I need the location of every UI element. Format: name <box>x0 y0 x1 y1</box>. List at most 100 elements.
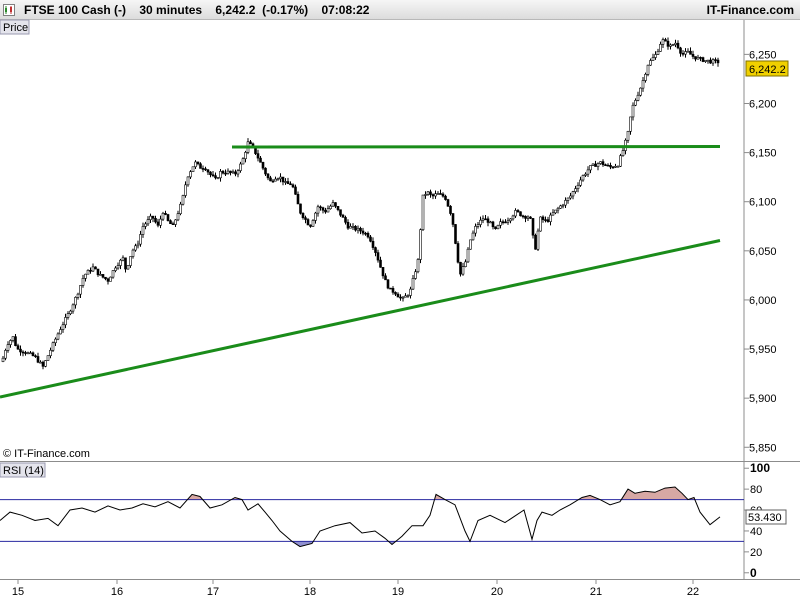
instrument-info: FTSE 100 Cash (-) 30 minutes 6,242.2 (-0… <box>24 3 370 17</box>
candle <box>346 219 350 230</box>
price-tick-label: 5,850 <box>749 442 777 454</box>
candle <box>36 352 40 364</box>
candle <box>74 296 77 309</box>
candle <box>651 53 655 61</box>
candle <box>694 56 697 62</box>
candle <box>199 162 202 169</box>
candle <box>124 257 127 273</box>
candle <box>501 219 505 225</box>
candle <box>454 224 457 245</box>
candle <box>174 219 177 228</box>
candle <box>134 243 137 252</box>
candle <box>506 217 510 225</box>
candle <box>269 175 272 182</box>
candle <box>434 190 437 199</box>
candle <box>584 172 587 178</box>
candle <box>426 191 430 196</box>
candle <box>704 60 707 63</box>
candle <box>314 211 317 224</box>
chart-header: FTSE 100 Cash (-) 30 minutes 6,242.2 (-0… <box>0 0 800 20</box>
candle <box>79 285 82 299</box>
candle <box>524 215 527 223</box>
price-tick-label: 5,950 <box>749 344 777 356</box>
resistance-trendline <box>231 145 721 149</box>
candle <box>154 215 157 224</box>
candle <box>364 231 367 236</box>
candle <box>439 189 442 195</box>
candle <box>66 311 70 320</box>
candle <box>371 237 375 251</box>
candle <box>324 207 327 214</box>
candle <box>619 153 622 167</box>
candle <box>231 169 235 174</box>
chart-type-icon[interactable] <box>3 4 15 16</box>
candle <box>216 176 220 180</box>
candle <box>634 98 637 107</box>
candle <box>41 360 45 370</box>
candle <box>96 268 100 277</box>
candle <box>594 160 597 167</box>
candle <box>19 345 22 356</box>
candle <box>534 233 537 250</box>
candle <box>441 192 445 198</box>
candle <box>641 76 645 92</box>
candle <box>644 72 647 83</box>
candle <box>566 197 570 204</box>
candle <box>486 216 490 227</box>
candle <box>186 176 190 187</box>
candle <box>541 215 545 223</box>
candle <box>684 48 687 58</box>
candle <box>264 167 267 177</box>
candle <box>9 339 12 348</box>
candle <box>451 213 455 228</box>
candle <box>46 355 50 361</box>
date-tick-label: 17 <box>207 586 219 598</box>
candle <box>514 208 517 218</box>
candle <box>239 161 242 173</box>
candle <box>59 326 62 335</box>
last-price-marker: 6,242.2 <box>745 60 789 77</box>
candle <box>401 295 405 302</box>
candle <box>609 162 612 170</box>
candle <box>289 181 292 186</box>
candle <box>466 247 470 263</box>
candle <box>561 203 565 209</box>
candle <box>599 161 602 165</box>
candle <box>444 194 447 201</box>
price-panel: Price © IT-Finance.com 5,850 5,900 5,950 6,… <box>0 19 800 462</box>
candle <box>29 351 32 355</box>
rsi-overbought-area <box>192 494 200 500</box>
candle <box>539 216 542 232</box>
rsi-tick-label: 100 <box>750 461 770 475</box>
candle <box>286 177 290 185</box>
candle <box>291 183 295 189</box>
candle <box>241 157 245 165</box>
candle <box>611 166 615 169</box>
candle <box>639 87 642 97</box>
candle <box>544 216 547 223</box>
rsi-overbought-area <box>675 487 682 500</box>
candle <box>389 287 392 290</box>
candle <box>571 190 575 200</box>
candle <box>511 214 515 221</box>
candle <box>161 211 165 221</box>
candle <box>94 266 97 270</box>
candle <box>249 140 252 145</box>
candle <box>226 168 230 175</box>
candle <box>709 57 712 64</box>
candle <box>294 184 297 195</box>
candle <box>1 355 5 363</box>
candle <box>201 165 205 173</box>
candle <box>69 309 72 316</box>
candle <box>111 270 115 279</box>
candle <box>714 57 717 64</box>
candle <box>219 169 222 182</box>
candle <box>211 171 215 178</box>
candle <box>701 56 705 63</box>
candle <box>359 226 362 235</box>
date-tick-label: 15 <box>12 586 24 598</box>
candle <box>164 210 167 216</box>
candle <box>414 269 417 280</box>
candle <box>384 273 387 281</box>
